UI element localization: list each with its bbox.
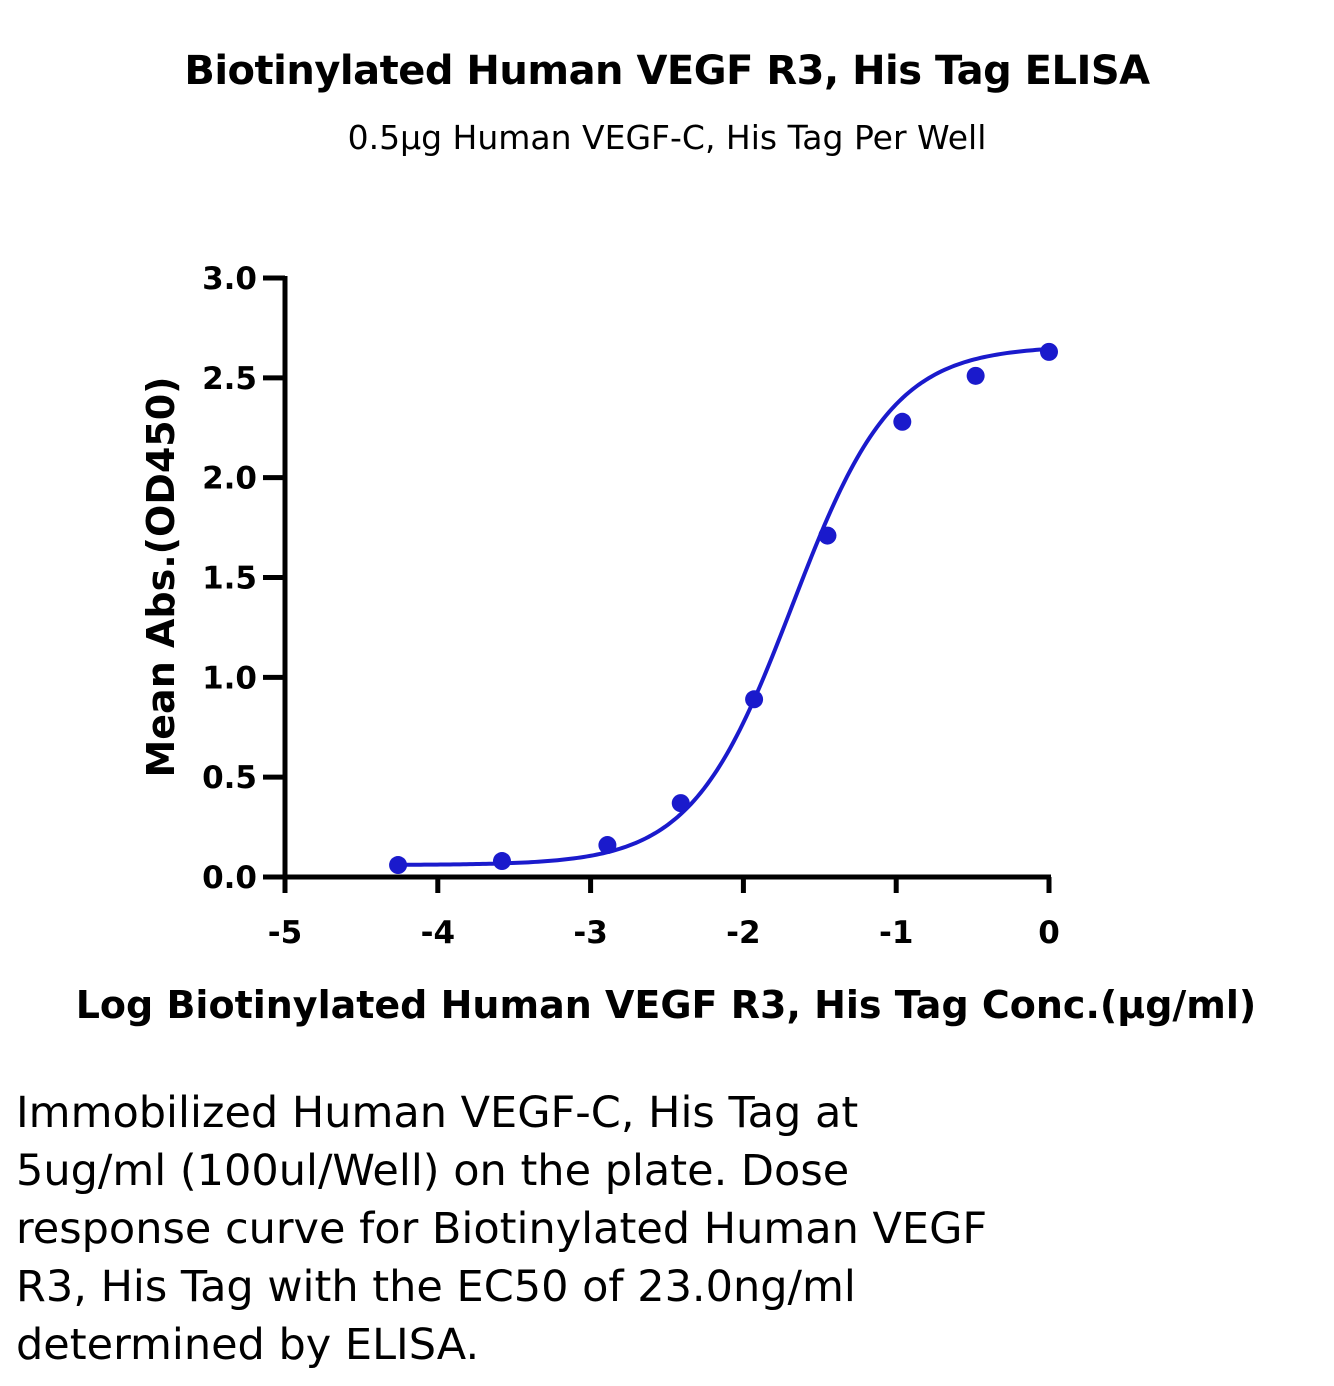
x-tick-label: -4 [421, 915, 455, 951]
x-tick-label: -1 [879, 915, 913, 951]
chart-title: Biotinylated Human VEGF R3, His Tag ELIS… [184, 48, 1150, 94]
caption: Immobilized Human VEGF-C, His Tag at 5ug… [16, 1084, 1096, 1374]
axes [282, 276, 1051, 880]
y-tick-label: 0.0 [202, 860, 257, 896]
caption-line: determined by ELISA. [16, 1320, 480, 1370]
x-tick-label: -3 [573, 915, 607, 951]
y-tick-label: 0.5 [202, 760, 257, 796]
chart-plot: 0.0 0.5 1.0 1.5 2.0 2.5 3.0 -5 -4 -3 -2 -1 0 Mean Ab… [76, 261, 1257, 1027]
data-point [893, 412, 912, 431]
caption-line: Immobilized Human VEGF-C, His Tag at [16, 1088, 859, 1138]
y-tick-label: 1.0 [202, 660, 257, 696]
fit-curve [398, 347, 1050, 867]
ticks: 0.0 0.5 1.0 1.5 2.0 2.5 3.0 -5 -4 -3 -2 -1 0 [202, 261, 1060, 951]
data-point [966, 366, 985, 385]
y-tick-label: 1.5 [202, 561, 257, 597]
x-tick-label: 0 [1038, 915, 1060, 951]
y-tick-label: 2.0 [202, 461, 257, 497]
x-tick-label: -5 [268, 915, 302, 951]
y-tick-label: 2.5 [202, 361, 257, 397]
data-point [671, 794, 690, 813]
data-point [598, 836, 617, 855]
data-point [389, 856, 408, 875]
fit-curve-group [398, 347, 1050, 867]
caption-line: response curve for Biotinylated Human VE… [16, 1204, 988, 1254]
y-axis-title: Mean Abs.(OD450) [139, 376, 183, 777]
data-point [1040, 342, 1058, 361]
x-tick-label: -2 [726, 915, 760, 951]
y-tick-label: 3.0 [202, 261, 257, 297]
caption-line: R3, His Tag with the EC50 of 23.0ng/ml [16, 1262, 856, 1312]
data-point [492, 852, 511, 871]
x-axis-title: Log Biotinylated Human VEGF R3, His Tag … [76, 983, 1257, 1027]
data-point [818, 526, 837, 545]
chart-subtitle: 0.5μg Human VEGF-C, His Tag Per Well [347, 118, 987, 157]
data-point [745, 690, 764, 709]
data-points [389, 342, 1058, 875]
caption-line: 5ug/ml (100ul/Well) on the plate. Dose [16, 1146, 850, 1196]
